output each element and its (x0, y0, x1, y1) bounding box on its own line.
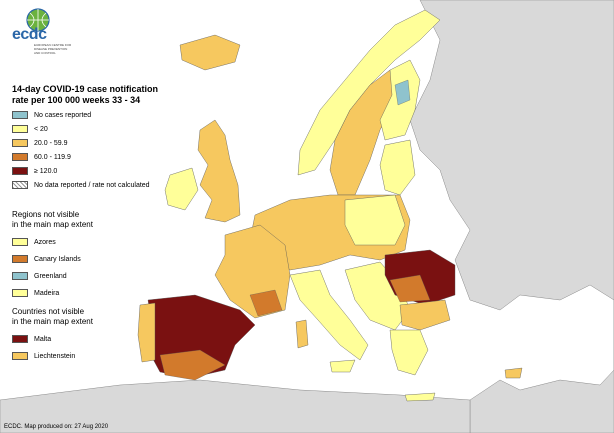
globe-icon (26, 8, 50, 32)
countries-title-line2: in the main map extent (12, 317, 93, 326)
footer-credit: ECDC. Map produced on: 27 Aug 2020 (4, 424, 109, 430)
uk-land (197, 119, 241, 223)
logo-sub-line3: AND CONTROL (34, 51, 56, 55)
finland-nocases (394, 79, 411, 106)
legend-label: Liechtenstein (34, 352, 76, 360)
spain-south (159, 349, 226, 381)
legend-swatch (12, 139, 28, 147)
ecdc-logo-text: ecdc (12, 26, 47, 43)
norway-land (297, 9, 441, 176)
ireland-land (164, 167, 199, 211)
legend-title-line1: 14-day COVID-19 case notification (12, 84, 159, 94)
poland-land (344, 194, 406, 246)
regions-title-line2: in the main map extent (12, 220, 93, 229)
legend-label: Madeira (34, 289, 60, 297)
italy-land (289, 269, 369, 361)
legend-entry: 20.0 - 59.9 (12, 139, 67, 147)
legend-label: 60.0 - 119.9 (34, 153, 71, 161)
sardinia-land (295, 319, 309, 349)
legend-label: Azores (34, 238, 56, 246)
legend-entry: Canary Islands (12, 255, 81, 263)
legend-label: Greenland (34, 272, 67, 280)
legend-swatch (12, 289, 28, 297)
legend-label: Malta (34, 335, 52, 343)
legend-swatch (12, 255, 28, 263)
legend-entry: No cases reported (12, 111, 91, 119)
bulgaria-land (399, 299, 451, 331)
legend-label: ≥ 120.0 (34, 167, 58, 175)
legend-swatch (12, 167, 28, 175)
regions-title-line1: Regions not visible (12, 210, 80, 219)
legend-entry: Greenland (12, 272, 67, 280)
legend-swatch (12, 111, 28, 119)
logo-sub-line1: EUROPEAN CENTRE FOR (34, 43, 72, 47)
legend-label: < 20 (34, 125, 48, 133)
sicily-land (329, 359, 356, 373)
sweden-land (329, 69, 396, 196)
legend-entry: Malta (12, 335, 51, 343)
legend-label: No data reported / rate not calculated (34, 181, 150, 189)
africa-land (0, 379, 471, 433)
regions-not-visible-title: Regions not visible in the main map exte… (12, 210, 93, 230)
countries-title-line1: Countries not visible (12, 307, 85, 316)
legend-entry: ≥ 120.0 (12, 167, 57, 175)
legend-swatch (12, 153, 28, 161)
iceland-land (179, 34, 241, 71)
portugal-land (137, 302, 156, 363)
legend-swatch (12, 272, 28, 280)
legend-entry: Madeira (12, 289, 59, 297)
legend-entry: No data reported / rate not calculated (12, 181, 150, 189)
legend-label: No cases reported (34, 111, 92, 119)
greece-land (389, 329, 429, 376)
romania-orange (389, 274, 431, 303)
legend-swatch (12, 181, 28, 189)
ecdc-logo-subtitle: EUROPEAN CENTRE FOR DISEASE PREVENTION A… (34, 43, 74, 55)
legend-title-line2: rate per 100 000 weeks 33 - 34 (12, 95, 141, 105)
legend-entry: Azores (12, 238, 56, 246)
legend-label: Canary Islands (34, 255, 81, 263)
legend-swatch (12, 352, 28, 360)
crete-land (404, 392, 436, 402)
legend-swatch (12, 238, 28, 246)
countries-not-visible-title: Countries not visible in the main map ex… (12, 307, 93, 327)
legend-swatch (12, 125, 28, 133)
legend-entry: 60.0 - 119.9 (12, 153, 71, 161)
legend-entry: < 20 (12, 125, 48, 133)
logo-sub-line2: DISEASE PREVENTION (34, 47, 68, 51)
legend-entry: Liechtenstein (12, 352, 75, 360)
legend-title: 14-day COVID-19 case notification rate p… (12, 84, 158, 106)
legend-label: 20.0 - 59.9 (34, 139, 68, 147)
france-hotspot (249, 289, 283, 317)
cyprus-land (504, 367, 523, 379)
legend-swatch (12, 335, 28, 343)
